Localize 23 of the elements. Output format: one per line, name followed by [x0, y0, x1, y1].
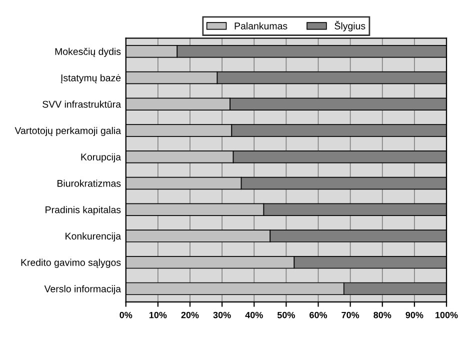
x-tick-label: 40% [245, 312, 263, 318]
legend-label: Šlygius [334, 20, 366, 32]
y-tick-label: Konkurencija [66, 232, 122, 242]
y-tick-label: Pradinis kapitalas [46, 206, 121, 216]
y-tick-label: Biurokratizmas [58, 180, 121, 187]
x-tick-label: 30% [213, 312, 231, 318]
y-tick-label: SVV infrastruktūra [42, 100, 122, 108]
y-tick-label: Korupcija [81, 153, 122, 162]
y-tick-label: Mokesčių dydis [55, 48, 121, 57]
x-tick-label: 10% [149, 312, 167, 318]
x-tick-label: 100% [436, 312, 458, 318]
y-tick-label: Kredito gavimo sąlygos [21, 258, 121, 268]
y-tick-label: Įstatymų bazė [60, 74, 121, 84]
x-tick-label: 90% [406, 312, 424, 318]
x-tick-label: 70% [342, 312, 360, 318]
x-tick-label: 20% [181, 312, 199, 318]
legend-label: Palankumas [234, 22, 288, 30]
y-tick-label: Verslo informacija [44, 285, 122, 294]
x-tick-label: 80% [374, 312, 392, 318]
x-tick-label: 0% [120, 312, 132, 318]
y-tick-label: Vartotojų perkamoji galia [14, 126, 122, 136]
x-tick-label: 50% [277, 312, 295, 318]
x-tick-label: 60% [310, 312, 328, 318]
